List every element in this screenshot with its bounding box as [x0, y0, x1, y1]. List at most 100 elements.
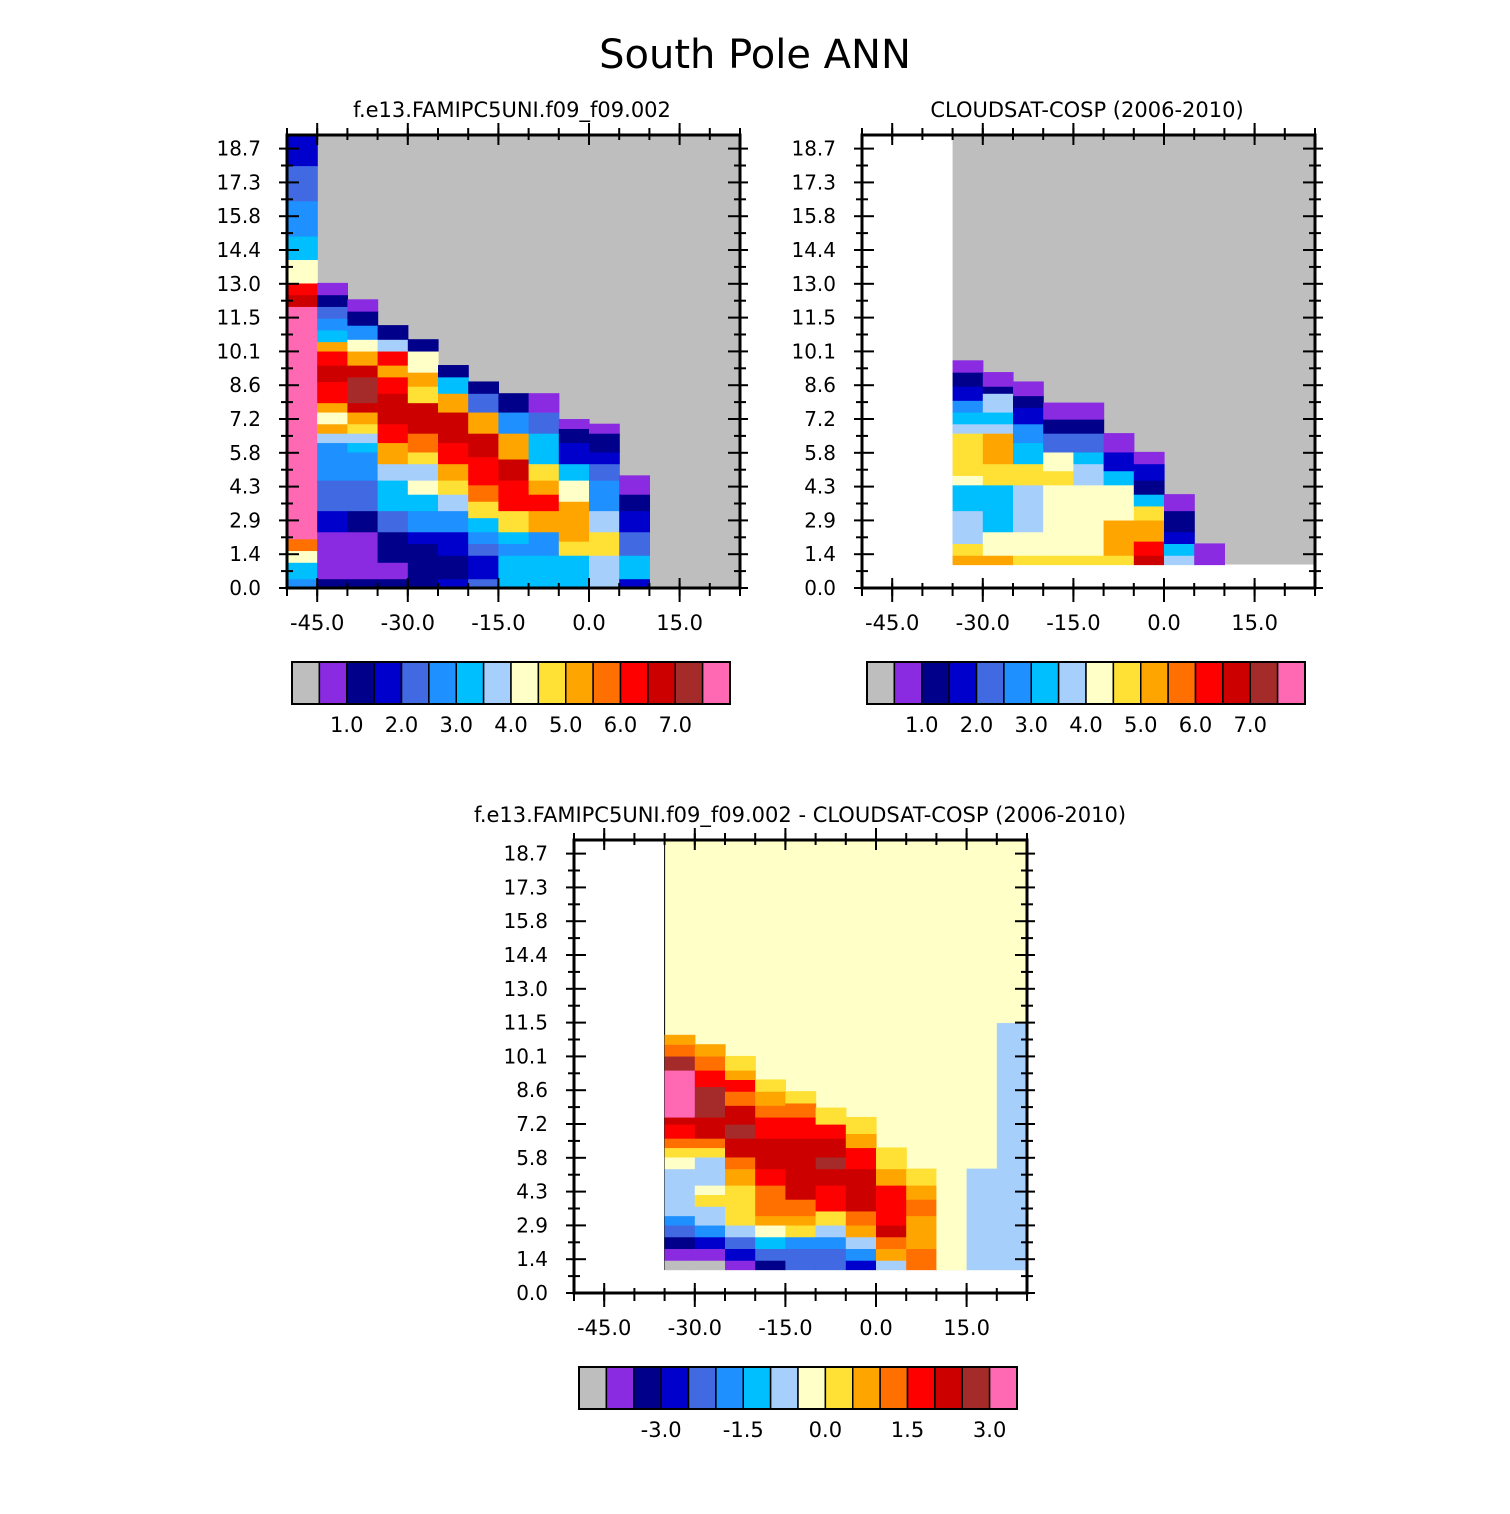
heatmap-cell — [287, 578, 318, 589]
heatmap-cell — [845, 1224, 877, 1238]
heatmap-cell — [815, 1185, 847, 1212]
heatmap-cell — [377, 423, 409, 444]
heatmap-cell — [755, 1116, 786, 1139]
heatmap-cell — [498, 458, 530, 481]
heatmap-cell — [952, 386, 984, 401]
heatmap-cell — [287, 562, 318, 580]
colorbar-swatch — [619, 661, 649, 705]
colorbar-swatch — [633, 1366, 662, 1410]
heatmap-cell — [1103, 501, 1135, 521]
colorbar-label: 4.0 — [494, 713, 527, 737]
heatmap-cell — [347, 562, 379, 580]
figure-title: South Pole ANN — [599, 32, 911, 78]
colorbar-swatch — [1085, 661, 1115, 705]
heatmap-cell — [982, 411, 1014, 425]
heatmap-cell — [785, 1168, 817, 1200]
heatmap-cell — [1103, 484, 1135, 502]
heatmap-cell — [1133, 480, 1165, 495]
heatmap-cell — [528, 480, 560, 495]
heatmap-cell — [287, 294, 318, 307]
colorbar-label: 2.0 — [385, 713, 418, 737]
heatmap-cell — [558, 555, 590, 589]
colorbar-swatch — [961, 1366, 991, 1410]
y-tick-label: 2.9 — [229, 508, 261, 532]
heatmap-cell — [317, 578, 348, 589]
heatmap-cell — [952, 463, 984, 476]
y-tick-label: 0.0 — [229, 576, 261, 600]
heatmap-cell — [725, 1055, 756, 1071]
heatmap-cell — [694, 1044, 726, 1057]
heatmap-cell — [317, 350, 348, 366]
heatmap-cell — [407, 463, 439, 481]
heatmap-cell — [725, 1079, 756, 1092]
heatmap-cell — [906, 1199, 937, 1217]
heatmap-cell — [1073, 555, 1105, 566]
colorbar-swatch — [906, 1366, 936, 1410]
heatmap-cell — [664, 1224, 696, 1238]
heatmap-cell — [377, 543, 409, 563]
heatmap-cell — [694, 1070, 726, 1088]
heatmap-cell — [468, 543, 499, 556]
colorbar-label: 5.0 — [1124, 713, 1157, 737]
colorbar-label: 1.0 — [905, 713, 938, 737]
heatmap-cell — [1164, 543, 1195, 556]
heatmap-cell — [845, 1236, 877, 1250]
heatmap-cell — [664, 1124, 696, 1139]
heatmap-cell — [1133, 505, 1165, 521]
heatmap-cell — [664, 1215, 696, 1226]
heatmap-cell — [1103, 451, 1135, 472]
heatmap-cell — [876, 1185, 907, 1217]
heatmap-cell — [1043, 433, 1074, 453]
heatmap-cell — [952, 484, 984, 512]
y-tick-label: 17.3 — [791, 170, 836, 194]
heatmap-cell — [725, 1260, 756, 1271]
x-tick-label: -30.0 — [668, 1316, 722, 1340]
heatmap-cell — [377, 578, 409, 589]
heatmap-cell — [287, 538, 318, 552]
heatmap-cell — [347, 423, 379, 434]
heatmap-cell — [377, 376, 409, 394]
heatmap-cell — [982, 484, 1014, 512]
heatmap-cell — [664, 1147, 696, 1158]
heatmap-cell — [347, 531, 379, 563]
heatmap-cell — [664, 1168, 696, 1217]
heatmap-cell — [347, 510, 379, 533]
heatmap-cell — [468, 456, 499, 486]
heatmap-cell — [876, 1215, 907, 1226]
heatmap-cell — [317, 411, 348, 425]
heatmap-cell — [407, 510, 439, 533]
heatmap-cell — [619, 510, 650, 533]
y-tick-label: 5.8 — [804, 441, 836, 465]
heatmap-cell — [694, 1248, 726, 1261]
heatmap-cell — [347, 411, 379, 425]
heatmap-cell — [377, 365, 409, 378]
heatmap-cell — [317, 510, 348, 533]
heatmap-cell — [952, 555, 984, 566]
heatmap-cell — [694, 1138, 726, 1149]
y-tick-label: 1.4 — [229, 542, 261, 566]
colorbar-swatch — [578, 1366, 608, 1410]
colorbar-label: 3.0 — [1015, 713, 1048, 737]
heatmap-cell — [785, 1102, 817, 1118]
heatmap-cell — [347, 311, 379, 326]
heatmap-cell — [952, 543, 984, 556]
heatmap-cell — [347, 365, 379, 378]
heatmap-cell — [619, 578, 650, 589]
heatmap-cell — [407, 451, 439, 465]
colorbar-label: 5.0 — [549, 713, 582, 737]
heatmap-cell — [347, 578, 379, 589]
y-tick-label: 11.5 — [503, 1011, 548, 1035]
heatmap-cell — [438, 555, 469, 580]
colorbar-swatch — [879, 1366, 909, 1410]
heatmap-cell — [317, 294, 348, 307]
heatmap-cell — [815, 1168, 847, 1186]
heatmap-cell — [438, 494, 469, 512]
y-tick-label: 18.7 — [791, 137, 836, 161]
colorbar-swatch — [510, 661, 540, 705]
colorbar-swatch — [346, 661, 375, 705]
heatmap-cell — [438, 393, 469, 413]
colorbar-swatch — [1140, 661, 1169, 705]
y-tick-label: 15.8 — [216, 204, 261, 228]
y-tick-label: 2.9 — [804, 508, 836, 532]
colorbar-swatch — [715, 1366, 744, 1410]
